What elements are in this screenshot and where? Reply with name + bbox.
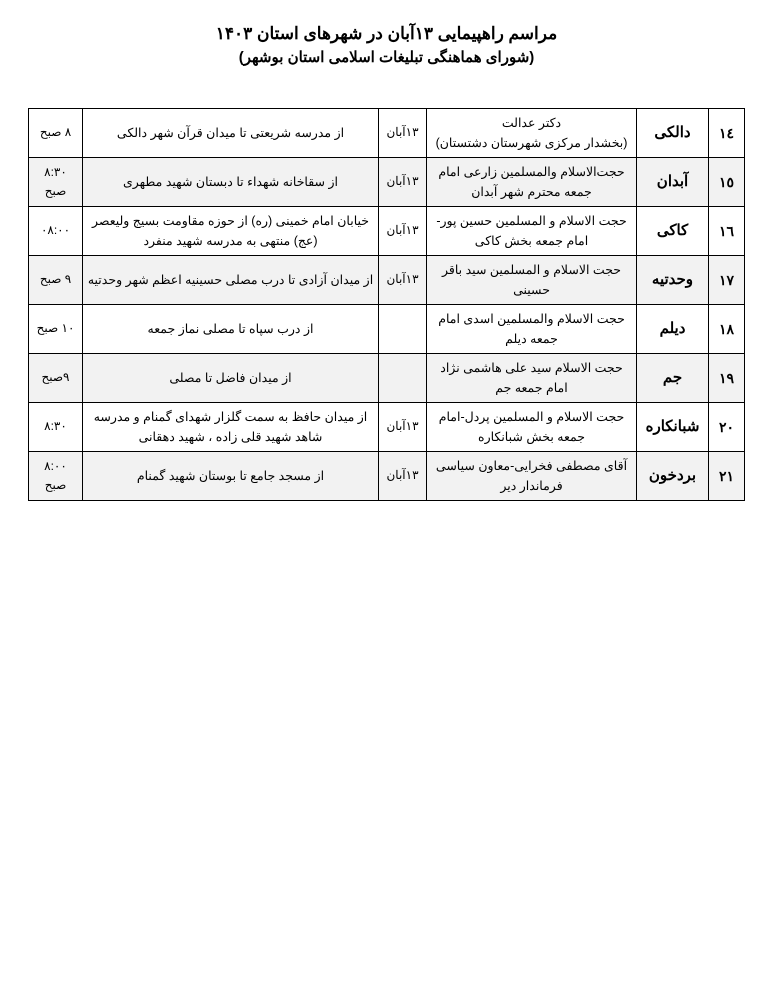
route-text: از مدرسه شریعتی تا میدان قرآن شهر دالکی: [83, 109, 379, 158]
city-name: بردخون: [637, 452, 709, 501]
schedule-table: ١٤دالکیدکتر عدالت(بخشدار مرکزی شهرستان د…: [28, 108, 745, 501]
event-time: ۱۰ صبح: [29, 305, 83, 354]
event-date: ۱۳آبان: [379, 256, 427, 305]
event-date: [379, 305, 427, 354]
city-name: آبدان: [637, 158, 709, 207]
row-number: ١٨: [709, 305, 745, 354]
page-subtitle: (شورای هماهنگی تبلیغات اسلامی استان بوشه…: [28, 48, 745, 66]
table-row: ١٥آبدانحجت‌الاسلام والمسلمین زارعی امام …: [29, 158, 745, 207]
speaker-name: دکتر عدالت(بخشدار مرکزی شهرستان دشتستان): [427, 109, 637, 158]
event-date: ۱۳آبان: [379, 207, 427, 256]
event-time: ۸:۳۰ صبح: [29, 158, 83, 207]
route-text: از میدان حافظ به سمت گلزار شهدای گمنام و…: [83, 403, 379, 452]
row-number: ٢٠: [709, 403, 745, 452]
speaker-name: حجت الاسلام و المسلمین سید باقر حسینی: [427, 256, 637, 305]
event-date: ۱۳آبان: [379, 158, 427, 207]
event-time: ۸:۰۰ صبح: [29, 452, 83, 501]
row-number: ١٦: [709, 207, 745, 256]
event-time: ۸:۳۰: [29, 403, 83, 452]
table-row: ٢١بردخونآقای مصطفی فخرایی-معاون سیاسی فر…: [29, 452, 745, 501]
table-row: ١٦کاکیحجت الاسلام و المسلمین حسین پور-ام…: [29, 207, 745, 256]
route-text: از درب سپاه تا مصلی نماز جمعه: [83, 305, 379, 354]
event-date: ۱۳آبان: [379, 452, 427, 501]
table-row: ١٨دیلمحجت الاسلام والمسلمین اسدی امام جم…: [29, 305, 745, 354]
event-time: ۸ صبح: [29, 109, 83, 158]
event-date: ۱۳آبان: [379, 109, 427, 158]
route-text: از میدان آزادی تا درب مصلی حسینیه اعظم ش…: [83, 256, 379, 305]
table-row: ١٤دالکیدکتر عدالت(بخشدار مرکزی شهرستان د…: [29, 109, 745, 158]
city-name: شبانکاره: [637, 403, 709, 452]
event-time: ۰۸:۰۰: [29, 207, 83, 256]
row-number: ١٩: [709, 354, 745, 403]
event-time: ۹صبح: [29, 354, 83, 403]
speaker-name: حجت الاسلام والمسلمین اسدی امام جمعه دیل…: [427, 305, 637, 354]
route-text: خیابان امام خمینی (ره) از حوزه مقاومت بس…: [83, 207, 379, 256]
route-text: از مسجد جامع تا بوستان شهید گمنام: [83, 452, 379, 501]
row-number: ١٤: [709, 109, 745, 158]
speaker-name: آقای مصطفی فخرایی-معاون سیاسی فرماندار د…: [427, 452, 637, 501]
speaker-name: حجت‌الاسلام والمسلمین زارعی امام جمعه مح…: [427, 158, 637, 207]
speaker-name: حجت الاسلام و المسلمین حسین پور-امام جمع…: [427, 207, 637, 256]
city-name: وحدتیه: [637, 256, 709, 305]
city-name: دیلم: [637, 305, 709, 354]
event-time: ۹ صبح: [29, 256, 83, 305]
route-text: از میدان فاضل تا مصلی: [83, 354, 379, 403]
speaker-name: حجت الاسلام و المسلمین پردل-امام جمعه بخ…: [427, 403, 637, 452]
table-row: ١٩جمحجت الاسلام سید علی هاشمی نژاد امام …: [29, 354, 745, 403]
table-row: ١٧وحدتیهحجت الاسلام و المسلمین سید باقر …: [29, 256, 745, 305]
event-date: [379, 354, 427, 403]
city-name: کاکی: [637, 207, 709, 256]
speaker-name: حجت الاسلام سید علی هاشمی نژاد امام جمعه…: [427, 354, 637, 403]
table-row: ٢٠شبانکارهحجت الاسلام و المسلمین پردل-ام…: [29, 403, 745, 452]
row-number: ١٥: [709, 158, 745, 207]
row-number: ١٧: [709, 256, 745, 305]
event-date: ۱۳آبان: [379, 403, 427, 452]
row-number: ٢١: [709, 452, 745, 501]
city-name: جم: [637, 354, 709, 403]
route-text: از سقاخانه شهداء تا دبستان شهید مطهری: [83, 158, 379, 207]
city-name: دالکی: [637, 109, 709, 158]
page-title: مراسم راهپیمایی ۱۳آبان در شهرهای استان ۱…: [28, 24, 745, 44]
